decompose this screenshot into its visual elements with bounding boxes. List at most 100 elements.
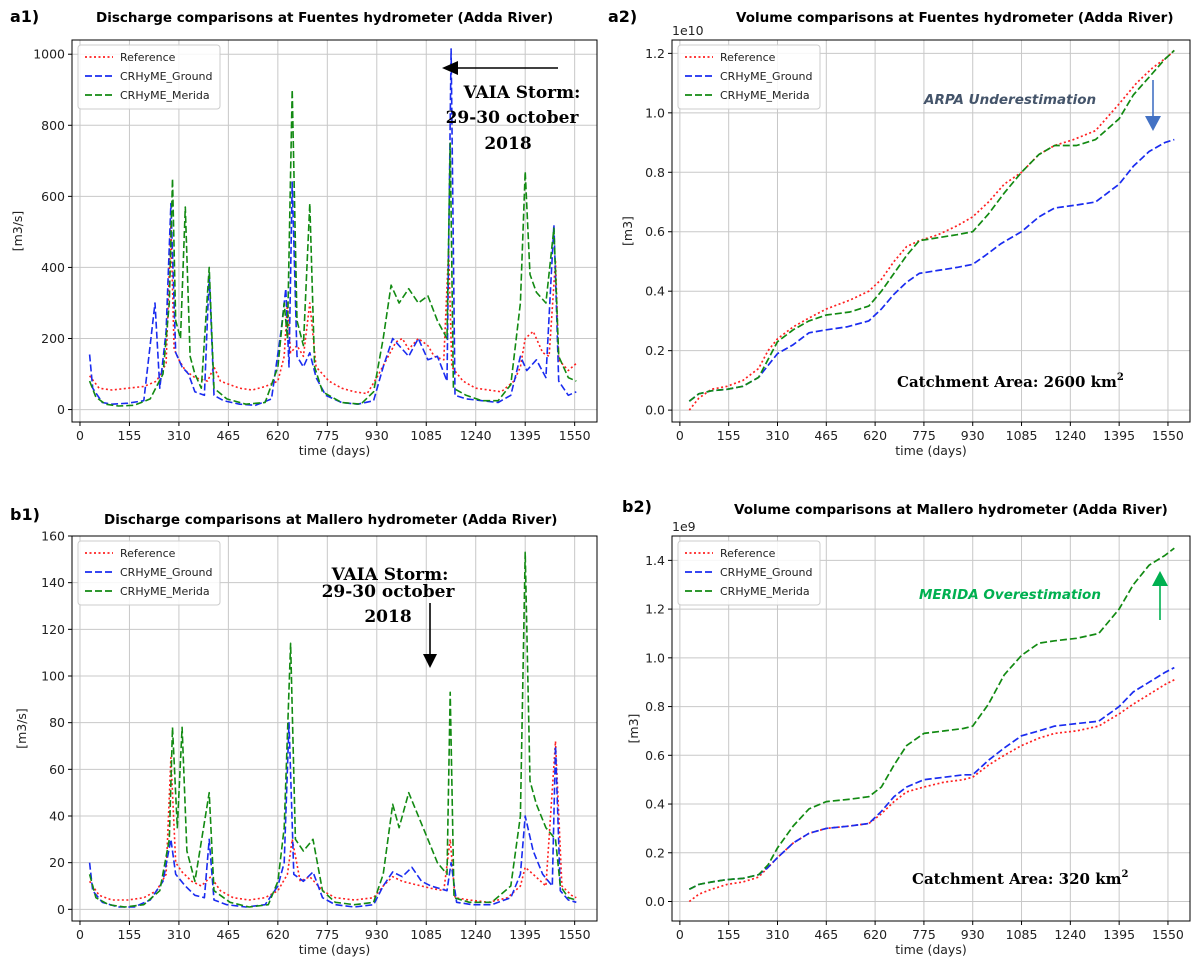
vaia-annotation-b1: VAIA Storm: 29-30 october 2018 xyxy=(322,565,456,668)
y-tick-label: 0.0 xyxy=(645,403,665,418)
x-tick-label: 930 xyxy=(365,927,389,942)
y-tick-label: 400 xyxy=(41,260,65,275)
x-tick-label: 1550 xyxy=(1152,927,1184,942)
legend-entry-crhyme-ground: CRHyME_Ground xyxy=(120,70,213,83)
legend-box xyxy=(77,540,221,606)
y-axis-label: [m3] xyxy=(620,216,635,246)
x-tick-label: 620 xyxy=(863,428,887,443)
panel-title-b2: Volume comparisons at Mallero hydrometer… xyxy=(734,502,1168,518)
panel-label-b1: b1) xyxy=(10,505,40,524)
catchment-area-b2-sup: 2 xyxy=(1121,869,1128,880)
series-group xyxy=(88,48,577,407)
y-tick-label: 600 xyxy=(41,189,65,204)
y-tick-label: 140 xyxy=(41,575,65,590)
y-tick-label: 1.2 xyxy=(645,602,665,617)
series-line-crhyme-merida xyxy=(688,547,1175,891)
series-line-reference xyxy=(88,224,577,395)
x-tick-label: 0 xyxy=(676,927,684,942)
catchment-area-a2-sup: 2 xyxy=(1117,372,1124,383)
y-tick-label: 80 xyxy=(49,715,65,730)
x-tick-label: 620 xyxy=(266,927,290,942)
series-line-crhyme-ground xyxy=(688,666,1175,891)
series-line-crhyme-merida xyxy=(88,551,577,908)
series-line-crhyme-merida xyxy=(88,88,577,407)
y-tick-label: 800 xyxy=(41,118,65,133)
y-tick-label: 0.8 xyxy=(645,699,665,714)
vaia-annotation-a1: VAIA Storm: 29-30 october 2018 xyxy=(442,61,580,154)
y-tick-label: 0.0 xyxy=(645,894,665,909)
legend-entry-reference: Reference xyxy=(120,51,176,64)
x-tick-label: 1550 xyxy=(559,927,591,942)
panel-title-a2: Volume comparisons at Fuentes hydrometer… xyxy=(736,10,1174,26)
y-tick-label: 1.2 xyxy=(645,46,665,61)
legend-entry-reference: Reference xyxy=(720,51,776,64)
arpa-annotation-a2: ARPA Underestimation Catchment Area: 260… xyxy=(897,80,1161,391)
y-offset-label: 1e10 xyxy=(672,23,704,38)
x-tick-label: 155 xyxy=(118,428,142,443)
series-line-reference xyxy=(688,679,1175,903)
vaia-text-line3-b1: 2018 xyxy=(364,607,411,627)
chart-panel-b1: 0 155 310 465 620 775 930 1085 1240 1395 1550 0 20 40… xyxy=(14,529,598,957)
x-tick-label: 1085 xyxy=(410,927,442,942)
y-tick-label: 160 xyxy=(41,529,65,544)
x-tick-label: 1085 xyxy=(1006,428,1038,443)
y-tick-label: 40 xyxy=(49,809,65,824)
x-tick-label: 1085 xyxy=(410,428,442,443)
series-group xyxy=(688,49,1175,411)
chart-panel-a2: 0 155 310 465 620 775 930 1085 1240 1395 1550 0.0 0.… xyxy=(620,23,1191,458)
vaia-text-line2-a1: 29-30 october xyxy=(446,108,580,128)
y-tick-label: 0.4 xyxy=(645,284,665,299)
x-axis-label: time (days) xyxy=(895,443,966,458)
x-tick-label: 155 xyxy=(717,927,741,942)
x-tick-label: 1550 xyxy=(559,428,591,443)
x-tick-label: 775 xyxy=(912,428,936,443)
panel-label-a2: a2) xyxy=(608,7,637,26)
chart-panel-b2: 0 155 310 465 620 775 930 1085 1240 1395 1550 0.0 0.… xyxy=(626,519,1191,957)
legend-entry-reference: Reference xyxy=(720,547,776,560)
x-tick-label: 310 xyxy=(766,428,790,443)
y-axis-label: [m3] xyxy=(626,714,641,744)
y-tick-label: 0.6 xyxy=(645,748,665,763)
x-tick-label: 775 xyxy=(315,428,339,443)
x-tick-label: 310 xyxy=(766,927,790,942)
legend-entry-crhyme-ground: CRHyME_Ground xyxy=(120,566,213,579)
series-line-reference xyxy=(688,49,1175,411)
vaia-text-line1-b1: VAIA Storm: xyxy=(331,565,449,585)
arpa-arrowhead xyxy=(1145,116,1161,131)
x-axis-label: time (days) xyxy=(299,942,370,957)
vaia-text-line2-b1: 29-30 october xyxy=(322,582,456,602)
legend-entry-crhyme-ground: CRHyME_Ground xyxy=(720,566,813,579)
x-tick-label: 1085 xyxy=(1006,927,1038,942)
legend-entry-crhyme-ground: CRHyME_Ground xyxy=(720,70,813,83)
panel-label-b2: b2) xyxy=(622,497,652,516)
x-tick-label: 1395 xyxy=(509,428,541,443)
vaia-text-line1-a1: VAIA Storm: xyxy=(463,83,581,103)
x-tick-label: 930 xyxy=(961,927,985,942)
legend-entry-crhyme-merida: CRHyME_Merida xyxy=(720,585,810,598)
x-tick-label: 310 xyxy=(167,927,191,942)
legend-box xyxy=(77,44,221,110)
series-line-crhyme-ground xyxy=(88,48,577,407)
plot-frame xyxy=(71,39,598,423)
y-tick-label: 20 xyxy=(49,855,65,870)
y-tick-label: 200 xyxy=(41,331,65,346)
merida-arrowhead xyxy=(1152,571,1168,586)
legend: Reference CRHyME_Ground CRHyME_Merida xyxy=(77,44,221,110)
legend-entry-crhyme-merida: CRHyME_Merida xyxy=(720,89,810,102)
merida-annotation-b2: MERIDA Overestimation Catchment Area: 32… xyxy=(912,571,1168,888)
catchment-area-b2: Catchment Area: 320 km2 xyxy=(912,869,1128,888)
plot-frame xyxy=(671,39,1191,423)
series-line-crhyme-ground xyxy=(688,138,1175,402)
panel-title-a1: Discharge comparisons at Fuentes hydrome… xyxy=(96,10,553,26)
y-offset-label: 1e9 xyxy=(672,519,696,534)
series-line-reference xyxy=(88,740,577,904)
x-tick-label: 465 xyxy=(814,428,838,443)
y-tick-label: 1.0 xyxy=(645,650,665,665)
panel-label-a1: a1) xyxy=(10,7,39,26)
plot-frame xyxy=(71,535,598,922)
legend-box xyxy=(677,44,821,110)
x-tick-label: 1240 xyxy=(1054,927,1086,942)
y-tick-label: 0.2 xyxy=(645,845,665,860)
x-tick-label: 310 xyxy=(167,428,191,443)
